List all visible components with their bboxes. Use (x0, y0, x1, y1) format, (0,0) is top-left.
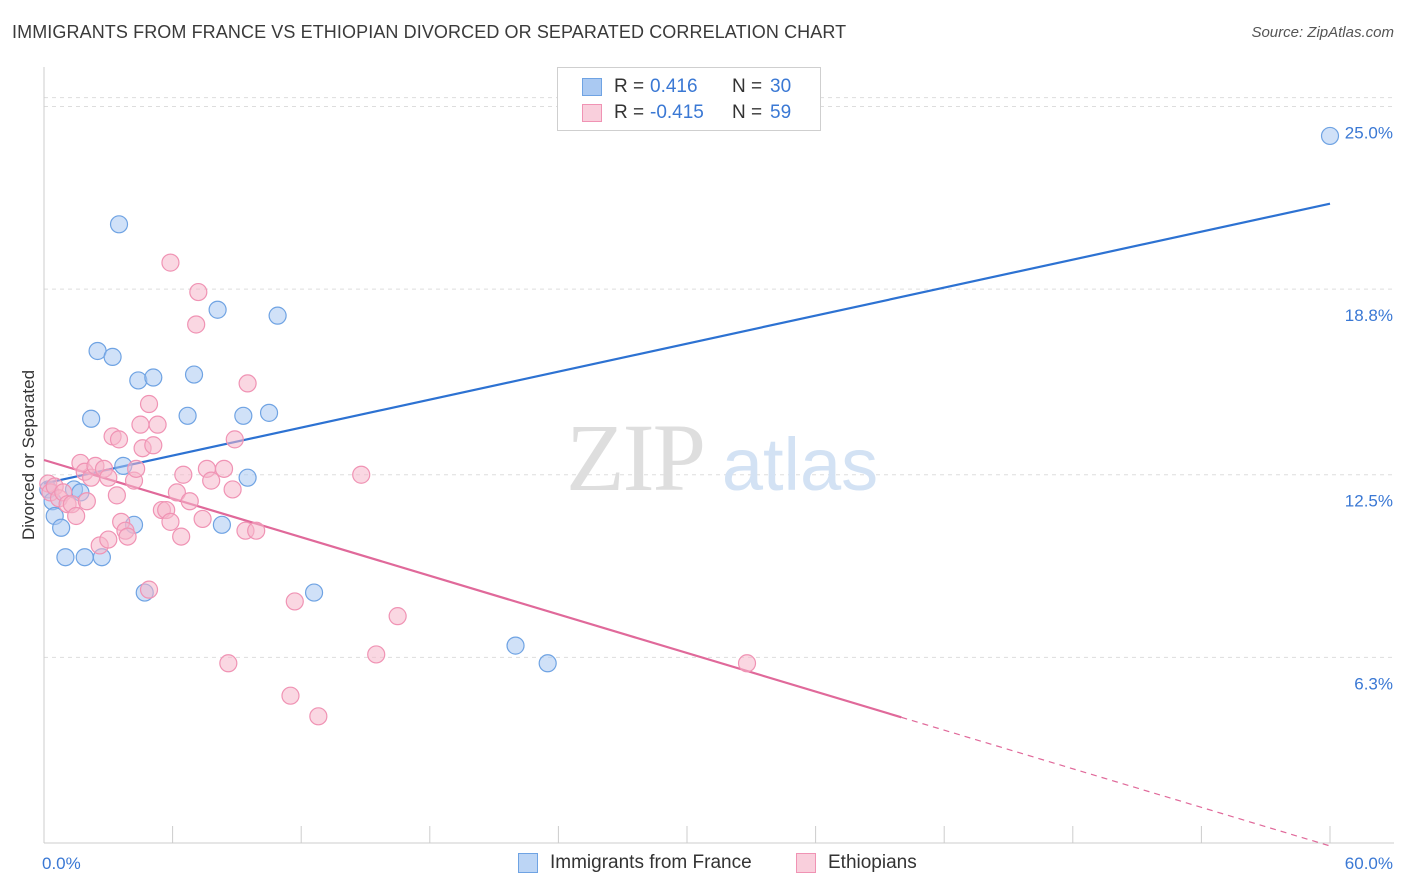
france-point (75, 548, 94, 567)
ethiopians-point (225, 430, 244, 449)
france-point (144, 368, 163, 387)
france-point (129, 371, 148, 390)
chart-title: IMMIGRANTS FROM FRANCE VS ETHIOPIAN DIVO… (12, 22, 847, 42)
series-legend: Immigrants from France Ethiopians (0, 852, 1406, 878)
ethiopians-point (388, 607, 407, 626)
ethiopians-point (367, 645, 386, 664)
stats-row-ethiopians: R = -0.415 N = 59 (582, 101, 791, 125)
ethiopians-point (202, 471, 221, 490)
ethiopians-point (161, 512, 180, 531)
france-point (178, 406, 197, 425)
stats-row-france: R = 0.416 N = 30 (582, 75, 791, 99)
ethiopians-point (107, 486, 126, 505)
axes (43, 67, 1394, 844)
tick-labels: 6.3% 12.5% 18.8% 25.0% 0.0% 60.0% (42, 123, 1393, 873)
france-point (238, 468, 257, 487)
ethiopians-point (139, 394, 159, 414)
ethiopians-point (189, 282, 208, 302)
ethiopians-point (99, 468, 118, 487)
ethiopians-trend-line-extension (901, 716, 1331, 847)
source-label: Source: ZipAtlas.com (1251, 24, 1394, 41)
y-tick-label: 25.0% (1345, 123, 1393, 142)
watermark-zip: ZIP (566, 404, 704, 511)
trend-lines (43, 202, 1331, 847)
data-points (39, 126, 1340, 726)
r-value: 0.416 (650, 76, 698, 97)
ethiopians-point (281, 686, 300, 705)
france-point (56, 548, 75, 567)
ethiopians-point (193, 509, 212, 529)
legend-item-ethiopians[interactable]: Ethiopians (796, 852, 917, 874)
ethiopians-point (285, 592, 304, 611)
n-value: 59 (770, 102, 792, 123)
ethiopians-point (167, 483, 186, 502)
france-point (103, 347, 122, 366)
france-point (234, 406, 253, 425)
ethiopians-point (99, 530, 118, 549)
ethiopians-point (737, 654, 757, 673)
ethiopians-legend-swatch (796, 853, 816, 873)
france-legend-swatch (518, 853, 538, 873)
france-swatch (582, 78, 602, 96)
ethiopians-point (139, 580, 159, 599)
n-value: 30 (770, 76, 792, 97)
legend-item-france[interactable]: Immigrants from France (518, 852, 752, 874)
france-point (506, 636, 525, 655)
r-label: R = (614, 102, 645, 123)
ethiopians-swatch (582, 104, 602, 122)
france-point (538, 654, 557, 673)
france-point (304, 583, 324, 602)
ethiopians-point (180, 492, 199, 511)
ethiopians-point (174, 465, 193, 484)
ethiopians-point (144, 436, 163, 455)
france-point (212, 515, 231, 534)
france-point (52, 518, 71, 537)
n-label: N = (732, 76, 763, 97)
y-tick-label: 18.8% (1345, 306, 1393, 325)
y-tick-label: 12.5% (1345, 492, 1393, 511)
france-point (184, 365, 204, 384)
ethiopians-point (219, 654, 238, 673)
legend-label-france: Immigrants from France (550, 852, 752, 873)
ethiopians-point (161, 253, 180, 272)
ethiopians-point (172, 527, 191, 546)
r-label: R = (614, 76, 645, 97)
ethiopians-point (238, 374, 257, 393)
france-point (259, 403, 279, 422)
ethiopians-point (247, 521, 266, 540)
france-point (1320, 126, 1340, 146)
n-label: N = (732, 102, 763, 123)
x-tick-label: 60.0% (1345, 854, 1393, 873)
france-point (208, 300, 227, 319)
ethiopians-point (77, 492, 96, 511)
x-tick-label: 0.0% (42, 854, 81, 873)
ethiopians-point (187, 315, 206, 334)
france-point (268, 306, 287, 325)
ethiopians-point (214, 459, 234, 478)
stats-legend: R = 0.416 N = 30 R = -0.415 N = 59 (557, 67, 821, 131)
watermark: ZIP atlas (566, 404, 878, 511)
ethiopians-point (67, 506, 86, 526)
ethiopians-point (352, 465, 371, 484)
france-point (82, 409, 101, 428)
ethiopians-point (127, 459, 146, 478)
ethiopians-point (118, 527, 137, 546)
y-tick-label: 6.3% (1354, 674, 1393, 693)
ethiopians-point (109, 430, 129, 449)
watermark-atlas: atlas (722, 423, 878, 506)
ethiopians-point (148, 415, 167, 434)
ethiopians-point (131, 415, 150, 434)
france-trend-line (43, 202, 1331, 485)
r-value: -0.415 (650, 102, 704, 123)
france-point (109, 215, 129, 234)
ethiopians-point (309, 707, 328, 726)
ethiopians-point (223, 480, 242, 499)
legend-label-ethiopians: Ethiopians (828, 852, 917, 873)
